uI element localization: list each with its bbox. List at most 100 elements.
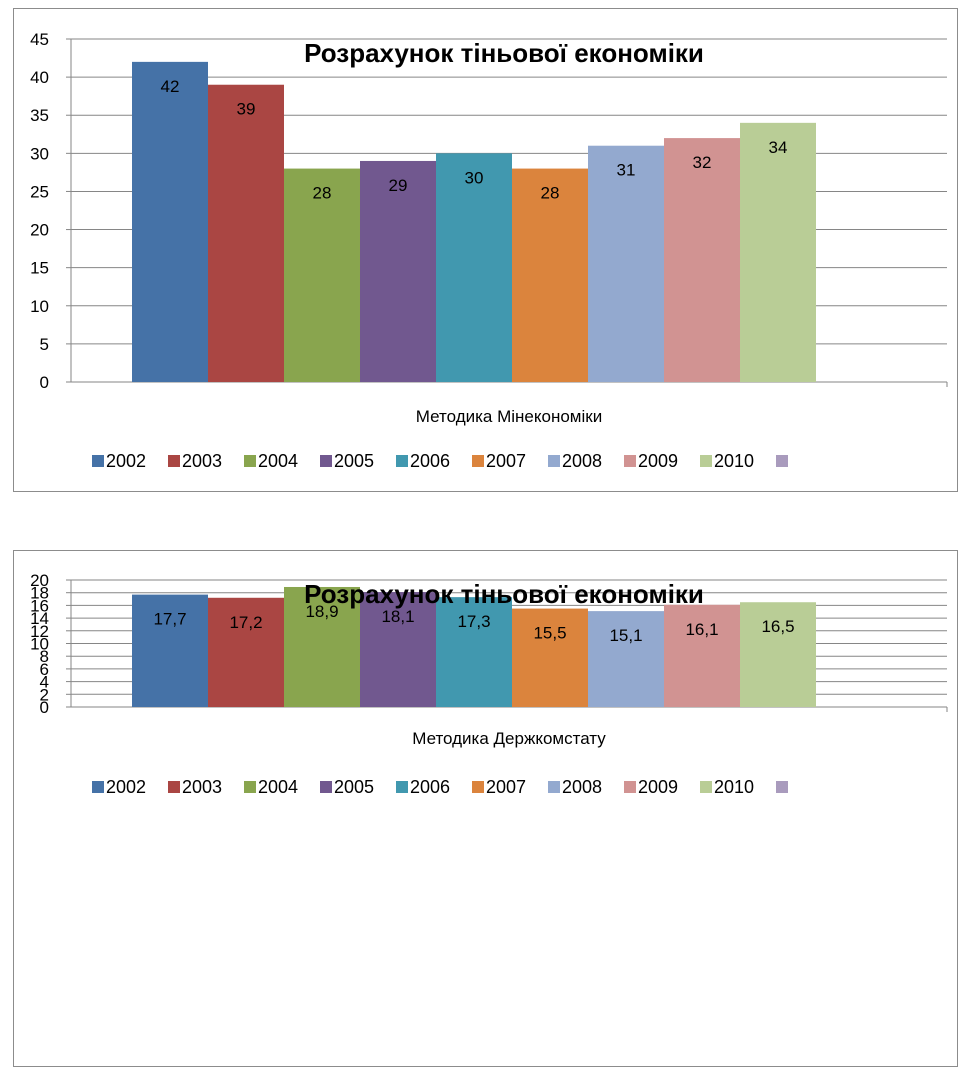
legend-swatch-2004 bbox=[244, 455, 256, 467]
legend-swatch-2009 bbox=[624, 781, 636, 793]
y-tick-label: 5 bbox=[40, 335, 49, 354]
bar-2002 bbox=[132, 594, 208, 707]
chart-minekonomiky: 0 5 10 15 20 25 30 35 40 45 42 39 28 29 30 28 31 32 34 Розр… bbox=[13, 8, 958, 492]
data-label-2007: 28 bbox=[541, 184, 560, 203]
data-label-2009: 16,1 bbox=[685, 620, 718, 639]
y-tick-label: 14 bbox=[30, 609, 49, 628]
legend-swatch-2003 bbox=[168, 455, 180, 467]
legend-swatch-2005 bbox=[320, 781, 332, 793]
y-tick-label: 0 bbox=[40, 373, 49, 392]
y-tick-label: 30 bbox=[30, 144, 49, 163]
legend-label-2004: 2004 bbox=[258, 777, 298, 797]
data-label-2010: 16,5 bbox=[761, 617, 794, 636]
data-label-2002: 42 bbox=[161, 77, 180, 96]
y-tick-label: 45 bbox=[30, 30, 49, 49]
bar-2002 bbox=[132, 61, 208, 382]
legend-label-2009: 2009 bbox=[638, 777, 678, 797]
category-label: Методика Мінекономіки bbox=[416, 407, 602, 426]
legend-label-2004: 2004 bbox=[258, 451, 298, 471]
data-label-2010: 34 bbox=[769, 138, 788, 157]
legend-label-2005: 2005 bbox=[334, 777, 374, 797]
legend-label-2009: 2009 bbox=[638, 451, 678, 471]
data-label-2006: 30 bbox=[465, 168, 484, 187]
data-label-2004: 28 bbox=[313, 184, 332, 203]
data-label-2003: 39 bbox=[237, 100, 256, 119]
data-label-2002: 17,7 bbox=[153, 610, 186, 629]
chart-svg: 0 5 10 15 20 25 30 35 40 45 42 39 28 29 30 28 31 32 34 Розр… bbox=[30, 30, 948, 471]
data-label-2008: 31 bbox=[617, 161, 636, 180]
bar-2010 bbox=[740, 122, 816, 382]
legend-swatch-2010 bbox=[700, 781, 712, 793]
y-tick-label: 18 bbox=[30, 584, 49, 603]
legend-label-2003: 2003 bbox=[182, 451, 222, 471]
data-label-2008: 15,1 bbox=[609, 626, 642, 645]
legend-label-2010: 2010 bbox=[714, 451, 754, 471]
bar-2003 bbox=[208, 84, 284, 382]
chart-title: Розрахунок тіньової економіки bbox=[304, 38, 704, 68]
data-label-2007: 15,5 bbox=[533, 624, 566, 643]
data-label-2003: 17,2 bbox=[229, 613, 262, 632]
y-tick-label: 25 bbox=[30, 182, 49, 201]
bar-2005 bbox=[360, 160, 436, 382]
legend-swatch-2005 bbox=[320, 455, 332, 467]
legend-swatch-2006 bbox=[396, 455, 408, 467]
legend-swatch-2004 bbox=[244, 781, 256, 793]
legend-label-2007: 2007 bbox=[486, 777, 526, 797]
y-tick-label: 20 bbox=[30, 571, 49, 590]
bar-2006 bbox=[436, 597, 512, 707]
y-tick-label: 12 bbox=[30, 622, 49, 641]
y-tick-label: 8 bbox=[40, 647, 49, 666]
y-tick-label: 35 bbox=[30, 106, 49, 125]
legend-swatch-2007 bbox=[472, 781, 484, 793]
bar-2005 bbox=[360, 592, 436, 707]
data-label-2005: 29 bbox=[389, 176, 408, 195]
legend-label-2008: 2008 bbox=[562, 777, 602, 797]
bar-2003 bbox=[208, 597, 284, 707]
legend-swatch-2009 bbox=[624, 455, 636, 467]
bar-2009 bbox=[664, 138, 740, 382]
legend-swatch-extra bbox=[776, 781, 788, 793]
y-tick-label: 4 bbox=[40, 673, 49, 692]
y-tick-label: 6 bbox=[40, 660, 49, 679]
y-tick-label: 10 bbox=[30, 297, 49, 316]
bar-2006 bbox=[436, 153, 512, 382]
legend-label-2006: 2006 bbox=[410, 451, 450, 471]
y-tick-label: 15 bbox=[30, 259, 49, 278]
chart-title: Розрахунок тіньової економіки bbox=[304, 579, 704, 609]
y-tick-label: 16 bbox=[30, 596, 49, 615]
legend-label-2002: 2002 bbox=[106, 451, 146, 471]
y-tick-label: 40 bbox=[30, 68, 49, 87]
data-label-2005: 18,1 bbox=[381, 607, 414, 626]
data-label-2006: 17,3 bbox=[457, 612, 490, 631]
legend-swatch-2002 bbox=[92, 455, 104, 467]
legend-swatch-2008 bbox=[548, 455, 560, 467]
legend-swatch-2002 bbox=[92, 781, 104, 793]
y-tick-label: 20 bbox=[30, 221, 49, 240]
legend-label-2008: 2008 bbox=[562, 451, 602, 471]
legend-swatch-2010 bbox=[700, 455, 712, 467]
legend-swatch-2007 bbox=[472, 455, 484, 467]
bar-2007 bbox=[512, 608, 588, 707]
bar-2008 bbox=[588, 611, 664, 707]
chart-derzhkomstat: 0 2 4 6 8 10 12 14 16 18 20 17,7 17,2 18,9 18,1 17,3 15,… bbox=[13, 550, 958, 1067]
y-tick-label: 2 bbox=[40, 685, 49, 704]
legend-label-2006: 2006 bbox=[410, 777, 450, 797]
legend-label-2010: 2010 bbox=[714, 777, 754, 797]
legend-label-2007: 2007 bbox=[486, 451, 526, 471]
legend-label-2005: 2005 bbox=[334, 451, 374, 471]
bar-2004 bbox=[284, 586, 360, 707]
legend-swatch-extra bbox=[776, 455, 788, 467]
y-tick-label: 0 bbox=[40, 698, 49, 717]
data-label-2004: 18,9 bbox=[305, 602, 338, 621]
legend-swatch-2003 bbox=[168, 781, 180, 793]
legend-label-2002: 2002 bbox=[106, 777, 146, 797]
legend-swatch-2006 bbox=[396, 781, 408, 793]
y-tick-label: 10 bbox=[30, 635, 49, 654]
bar-2004 bbox=[284, 168, 360, 382]
bar-2007 bbox=[512, 168, 588, 382]
legend-label-2003: 2003 bbox=[182, 777, 222, 797]
bar-2008 bbox=[588, 145, 664, 382]
bar-2009 bbox=[664, 604, 740, 707]
legend-swatch-2008 bbox=[548, 781, 560, 793]
